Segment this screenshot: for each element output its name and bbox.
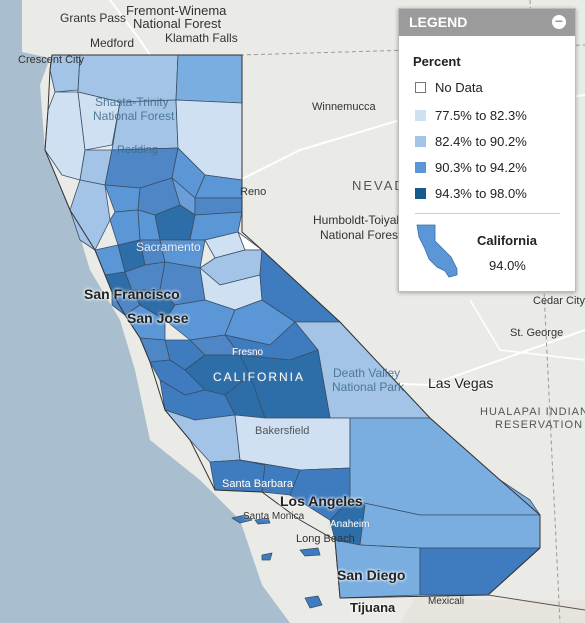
label-santa-monica: Santa Monica — [243, 511, 305, 522]
label-santa-barbara: Santa Barbara — [222, 478, 293, 490]
legend-item-label: 82.4% to 90.2% — [435, 134, 527, 149]
legend-item-label: 77.5% to 82.3% — [435, 108, 527, 123]
label-death-valley-park: National Park — [332, 380, 405, 394]
label-fremont-winema-forest: National Forest — [133, 16, 222, 31]
label-crescent-city: Crescent City — [18, 54, 85, 66]
label-winnemucca: Winnemucca — [312, 101, 376, 113]
label-las-vegas: Las Vegas — [428, 375, 494, 391]
label-shasta-trinity: Shasta-Trinity — [95, 95, 169, 109]
label-klamath-falls: Klamath Falls — [165, 31, 238, 45]
legend-panel: LEGEND − Percent No Data 77.5% to 82.3% … — [398, 8, 576, 292]
label-bakersfield: Bakersfield — [255, 425, 310, 437]
legend-item: 82.4% to 90.2% — [415, 135, 527, 149]
legend-item: No Data — [415, 81, 483, 95]
legend-item: 77.5% to 82.3% — [415, 109, 527, 123]
mexico-land — [400, 590, 585, 623]
county-ventura[interactable] — [239, 459, 301, 496]
legend-swatch — [415, 82, 426, 93]
county-sacramento[interactable] — [159, 239, 206, 269]
road — [469, 299, 585, 361]
minus-circle-icon[interactable]: − — [552, 14, 566, 29]
label-sacramento: Sacramento — [136, 240, 201, 254]
legend-item-label: 94.3% to 98.0% — [435, 186, 527, 201]
label-san-francisco: San Francisco — [84, 286, 180, 302]
legend-state-name: California — [477, 233, 537, 248]
label-california: CALIFORNIA — [213, 370, 306, 384]
island-catalina[interactable] — [299, 547, 321, 557]
legend-item: 90.3% to 94.2% — [415, 161, 527, 175]
county-trinity[interactable] — [77, 91, 121, 151]
mexico-border — [487, 594, 585, 611]
label-san-diego: San Diego — [337, 567, 406, 583]
legend-item-label: No Data — [435, 80, 483, 95]
label-hualapai-reservation: RESERVATION — [495, 419, 584, 431]
label-mexicali: Mexicali — [428, 596, 465, 607]
label-fresno: Fresno — [232, 347, 264, 358]
label-humboldt-toiyabe: Humboldt-Toiyabe — [313, 213, 410, 227]
island-anacapa[interactable] — [254, 517, 271, 525]
label-reno: Reno — [240, 186, 267, 198]
label-grants-pass: Grants Pass — [60, 11, 127, 25]
island-santa-cruz[interactable] — [231, 514, 253, 524]
legend-swatch — [415, 110, 426, 121]
label-anaheim: Anaheim — [330, 519, 370, 530]
state-border — [529, 0, 561, 623]
california-outline — [44, 54, 541, 599]
california-counties — [44, 54, 541, 609]
label-fremont-winema: Fremont-Winema — [126, 3, 227, 18]
island-san-clemente[interactable] — [304, 595, 323, 609]
california-shape-icon — [416, 224, 458, 278]
legend-item: 94.3% to 98.0% — [415, 187, 527, 201]
label-redding: Redding — [117, 144, 158, 156]
legend-swatch — [415, 162, 426, 173]
label-shasta-trinity-forest: National Forest — [93, 109, 175, 123]
label-death-valley: Death Valley — [333, 366, 401, 380]
legend-divider — [415, 213, 560, 214]
label-tijuana: Tijuana — [350, 600, 396, 615]
label-hualapai: HUALAPAI INDIAN — [480, 406, 585, 418]
legend-metric-title: Percent — [413, 54, 461, 69]
legend-swatch — [415, 188, 426, 199]
label-humboldt-forest: National Forest — [320, 228, 402, 242]
label-long-beach: Long Beach — [296, 533, 355, 545]
label-los-angeles: Los Angeles — [280, 493, 363, 509]
legend-title: LEGEND — [409, 14, 468, 30]
label-cedar-city: Cedar City — [533, 295, 585, 307]
island-santa-barbara[interactable] — [261, 552, 273, 561]
county-modoc[interactable] — [175, 54, 243, 104]
legend-state-value: 94.0% — [489, 258, 526, 273]
label-medford: Medford — [90, 36, 135, 50]
label-san-jose: San Jose — [127, 310, 189, 326]
legend-item-label: 90.3% to 94.2% — [435, 160, 527, 175]
road — [109, 0, 151, 56]
label-st-george: St. George — [510, 327, 564, 339]
legend-swatch — [415, 136, 426, 147]
legend-header[interactable]: LEGEND − — [399, 9, 575, 36]
